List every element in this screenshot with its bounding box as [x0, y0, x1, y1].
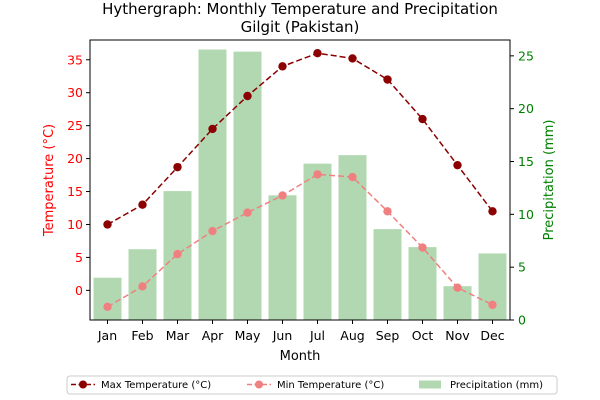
max-temp-point — [313, 48, 322, 58]
y-axis-label-left: Temperature (°C) — [42, 124, 57, 237]
max-temp-point — [208, 124, 217, 134]
min-temp-point — [313, 170, 322, 179]
left-tick-label: 35 — [67, 52, 83, 67]
min-temp-line — [107, 173, 493, 308]
left-tick-label: 25 — [67, 118, 83, 133]
min-temp-point — [488, 300, 497, 310]
max-temp-line — [107, 52, 494, 226]
max-temp-point — [453, 160, 462, 170]
max-temp-point — [138, 200, 147, 209]
x-tick-label: Dec — [480, 328, 504, 343]
min-temp-point — [103, 302, 112, 312]
legend-max-temp-marker — [79, 380, 87, 389]
precipitation-bar — [198, 49, 227, 321]
x-tick-label: Nov — [445, 328, 470, 343]
left-tick-label: 30 — [67, 85, 83, 100]
x-tick-label: May — [235, 328, 261, 343]
x-tick-label: Apr — [202, 328, 224, 343]
precipitation-bar — [478, 253, 507, 320]
max-temp-point — [103, 220, 112, 229]
left-tick-label: 5 — [75, 250, 83, 265]
right-tick-label: 0 — [518, 313, 526, 328]
min-temp-point — [243, 208, 252, 217]
left-tick-label: 10 — [67, 217, 83, 232]
chart-title-line: Gilgit (Pakistan) — [241, 18, 360, 36]
right-tick-label: 5 — [518, 260, 526, 275]
min-temp-point — [383, 207, 392, 216]
legend-precip-label: Precipitation (mm) — [450, 380, 543, 391]
precipitation-bar — [93, 277, 122, 320]
x-axis-label: Month — [280, 349, 321, 364]
left-tick-label: 15 — [67, 184, 83, 199]
x-tick-label: Jul — [309, 328, 325, 343]
x-tick-label: Feb — [131, 328, 153, 343]
legend-min-temp-marker — [255, 380, 263, 389]
x-tick-label: Jan — [97, 328, 117, 343]
temperature-lines — [103, 48, 497, 312]
precipitation-bar — [268, 195, 297, 320]
precipitation-bars — [93, 49, 507, 321]
right-tick-label: 20 — [518, 101, 534, 116]
legend-min-temp-label: Min Temperature (°C) — [277, 380, 384, 391]
left-tick-label: 20 — [67, 151, 83, 166]
right-tick-label: 15 — [518, 154, 534, 169]
max-temp-point — [278, 62, 287, 71]
min-temp-point — [208, 226, 217, 236]
precipitation-bar — [373, 229, 402, 320]
precipitation-bar — [303, 163, 332, 320]
chart-title: Hythergraph: Monthly Temperature and Pre… — [102, 0, 498, 36]
max-temp-point — [418, 114, 427, 124]
right-tick-label: 10 — [518, 207, 534, 222]
axes: 0 5 10 15 20 25 30 35 Temperature (°C) 0 5 10 15 20 25… — [42, 39, 557, 364]
min-temp-point — [173, 249, 182, 259]
legend-max-temp-label: Max Temperature (°C) — [101, 380, 211, 391]
plot-frame — [89, 39, 511, 321]
max-temp-point — [383, 75, 392, 84]
x-tick-label: Aug — [340, 328, 364, 343]
max-temp-point — [488, 207, 497, 216]
legend-precip-swatch — [419, 380, 441, 389]
min-temp-point — [453, 283, 462, 292]
precipitation-bar — [338, 155, 367, 320]
x-tick-label: Sep — [376, 328, 400, 343]
min-temp-point — [138, 282, 147, 291]
left-tick-label: 0 — [75, 283, 83, 298]
min-temp-point — [348, 172, 357, 182]
max-temp-point — [243, 91, 252, 101]
right-tick-label: 25 — [518, 48, 534, 63]
chart-title-line: Hythergraph: Monthly Temperature and Pre… — [102, 0, 498, 18]
y-axis-label-right: Precipitation (mm) — [542, 120, 557, 241]
legend: Max Temperature (°C) Min Temperature (°C)… — [66, 375, 558, 395]
x-tick-label: Oct — [412, 328, 434, 343]
min-temp-point — [278, 191, 287, 200]
x-tick-label: Mar — [166, 328, 190, 343]
max-temp-point — [173, 162, 182, 172]
x-tick-label: Jun — [272, 328, 293, 343]
min-temp-point — [418, 243, 427, 252]
max-temp-point — [348, 54, 357, 63]
